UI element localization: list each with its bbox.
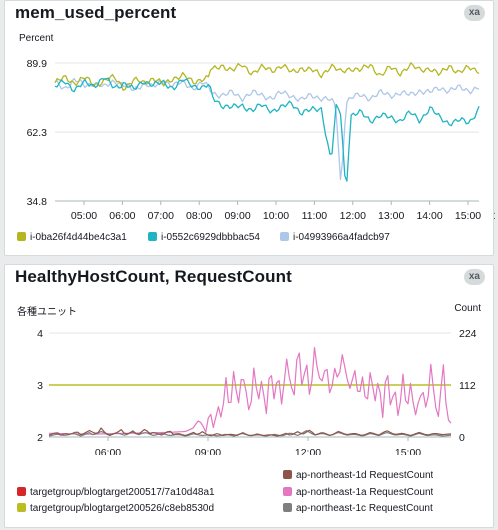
x-tick-label: 08:00 xyxy=(186,210,212,221)
y-tick-label: 34.8 xyxy=(27,196,48,208)
widget-mem-used-percent[interactable]: mem_used_percent xa Percent 89.9 62.3 34.8… xyxy=(4,0,495,256)
legend-swatch xyxy=(17,232,26,241)
x-tick-label: 06:00 xyxy=(109,210,135,221)
x-tick-label: 12:00 xyxy=(340,210,366,221)
series-line-3[interactable] xyxy=(54,77,480,181)
x-tick-label: 11:00 xyxy=(302,210,328,221)
widget-healthy-host-request-count[interactable]: HealthyHostCount, RequestCount xa 各種ユニット… xyxy=(4,264,494,528)
region-badge[interactable]: xa xyxy=(463,5,485,21)
legend-item-series-1[interactable]: targetgroup/blogtarget200517/7a10d48a1 xyxy=(17,487,215,498)
legend-item-series-3[interactable]: ap-northeast-1d RequestCount xyxy=(283,470,433,481)
legend-label: targetgroup/blogtarget200517/7a10d48a1 xyxy=(30,487,215,498)
legend-label: ap-northeast-1d RequestCount xyxy=(296,470,434,481)
right-y-tick-label: 224 xyxy=(459,328,477,340)
legend-item-series-4[interactable]: ap-northeast-1a RequestCount xyxy=(283,487,433,498)
y-axis-unit-label: Percent xyxy=(19,33,54,44)
legend-item-series-5[interactable]: ap-northeast-1c RequestCount xyxy=(283,503,433,514)
legend-label: i-0ba26f4d44be4c3a1 xyxy=(30,232,127,243)
series-line-3[interactable] xyxy=(48,427,452,437)
x-tick-label: 16:00 xyxy=(493,210,495,221)
region-badge[interactable]: xa xyxy=(463,269,485,285)
mem-used-percent-chart[interactable]: 89.9 62.3 34.8 05:00 06:00 07:00 08:00 09:00 10:… xyxy=(5,1,495,221)
series-line-2[interactable] xyxy=(54,77,480,182)
legend-swatch xyxy=(283,487,292,496)
left-axis-unit-label: 各種ユニット xyxy=(17,307,77,318)
x-tick-label: 13:00 xyxy=(378,210,404,221)
left-y-tick-label: 4 xyxy=(37,328,43,340)
x-tick-label: 06:00 xyxy=(95,447,121,455)
x-tick-label: 10:00 xyxy=(263,210,289,221)
legend-item-series-2[interactable]: i-0552c6929dbbbac54 xyxy=(148,232,260,243)
legend-swatch xyxy=(280,232,289,241)
right-y-tick-label: 0 xyxy=(459,432,465,444)
left-y-tick-label: 3 xyxy=(37,380,43,392)
legend-item-series-1[interactable]: i-0ba26f4d44be4c3a1 xyxy=(17,232,127,243)
legend-swatch xyxy=(17,487,26,496)
legend-label: ap-northeast-1a RequestCount xyxy=(296,487,434,498)
x-tick-label: 07:00 xyxy=(148,210,174,221)
series-line-1[interactable] xyxy=(54,62,480,91)
widget-title[interactable]: mem_used_percent xyxy=(15,3,177,22)
x-tick-label: 12:00 xyxy=(295,447,321,455)
y-tick-label: 62.3 xyxy=(27,127,48,139)
x-tick-label: 15:00 xyxy=(455,210,481,221)
legend-item-series-2[interactable]: targetgroup/blogtarget200526/c8eb8530d xyxy=(17,503,214,514)
legend-swatch xyxy=(283,503,292,512)
x-tick-label: 09:00 xyxy=(195,447,221,455)
x-tick-label: 09:00 xyxy=(224,210,250,221)
series-line-4[interactable] xyxy=(49,347,452,435)
x-tick-label: 15:00 xyxy=(395,447,421,455)
healthy-host-request-count-chart[interactable]: 4 3 2 224 112 0 06:00 09:00 12:00 15:00 xyxy=(5,265,495,455)
x-tick-label: 05:00 xyxy=(71,210,97,221)
widget-title[interactable]: HealthyHostCount, RequestCount xyxy=(15,267,292,286)
legend-label: targetgroup/blogtarget200526/c8eb8530d xyxy=(30,503,215,514)
x-tick-label: 14:00 xyxy=(416,210,442,221)
legend-item-series-3[interactable]: i-04993966a4fadcb97 xyxy=(280,232,390,243)
right-y-tick-label: 112 xyxy=(459,380,476,392)
legend-swatch xyxy=(283,470,292,479)
y-tick-label: 89.9 xyxy=(27,58,48,70)
legend-label: i-0552c6929dbbbac54 xyxy=(161,232,260,243)
left-y-tick-label: 2 xyxy=(37,432,43,444)
legend-swatch xyxy=(148,232,157,241)
right-axis-unit-label: Count xyxy=(454,303,481,314)
legend-label: ap-northeast-1c RequestCount xyxy=(296,503,433,514)
legend-swatch xyxy=(17,503,26,512)
legend-label: i-04993966a4fadcb97 xyxy=(293,232,390,243)
